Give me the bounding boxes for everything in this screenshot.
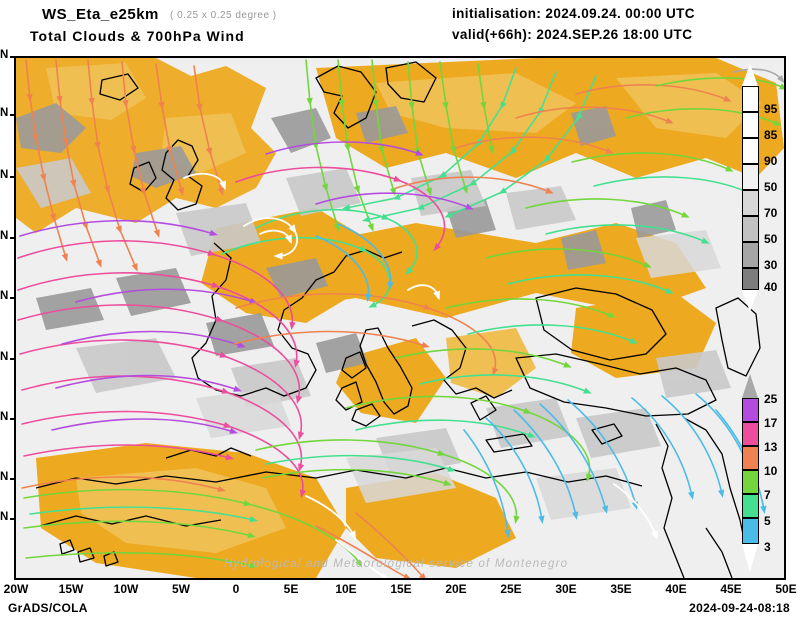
lon-tick-25e: 25E [500,582,522,596]
wind-label-6: 3 [764,540,771,554]
lon-tick-20w: 20W [3,582,29,596]
lon-tick-10w: 10W [113,582,139,596]
wind-label-0: 25 [764,392,778,406]
weather-map-svg [16,58,784,578]
lon-tick-15w: 15W [58,582,84,596]
lon-tick-15e: 15E [390,582,412,596]
lon-tick-10e: 10E [335,582,357,596]
cloud-label-1: 85 [764,128,778,142]
field-name: Total Clouds & 700hPa Wind [30,28,245,44]
cloud-seg-95 [742,86,759,112]
cloud-label-6: 30 [764,258,778,272]
lat-tickmark-3 [10,237,17,239]
lat-tick-3: N [0,230,9,242]
generation-timestamp: 2024-09-24-08:18 [689,601,790,615]
lat-tickmark-2 [10,176,17,178]
lat-tick-8: N [0,511,9,523]
lat-tick-4: N [0,290,9,302]
cloud-seg-60 [742,216,759,242]
cloud-label-7: 40 [764,280,778,294]
lat-tickmark-1 [10,114,17,116]
valid-time: valid(+66h): 2024.SEP.26 18:00 UTC [452,27,693,42]
lat-tickmark-6 [10,418,17,420]
lat-tick-0: N [0,49,9,61]
initialisation-time: initialisation: 2024.09.24. 00:00 UTC [452,6,695,21]
lon-tick-50e: 50E [775,582,797,596]
lat-tickmark-7 [10,478,17,480]
wind-label-5: 5 [764,514,771,528]
wind-seg-5 [742,518,759,544]
wind-seg-25 [742,398,759,422]
cloud-label-3: 50 [764,180,778,194]
cloud-label-5: 50 [764,232,778,246]
cloud-legend-top-arrow [742,64,758,86]
cloud-seg-85 [742,112,759,138]
lon-tick-40e: 40E [665,582,687,596]
lat-tick-1: N [0,107,9,119]
wind-legend-bar [742,374,759,574]
lon-tick-20e: 20E [445,582,467,596]
lon-tick-5e: 5E [283,582,299,596]
lat-tickmark-4 [10,297,17,299]
cloud-seg-50 [742,164,759,190]
wind-seg-13 [742,446,759,470]
lat-tick-2: N [0,169,9,181]
lat-tick-7: N [0,471,9,483]
model-name: WS_Eta_e25km [42,6,159,23]
lat-tickmark-5 [10,358,17,360]
lon-tick-35e: 35E [610,582,632,596]
cloud-seg-40 [742,268,759,290]
lat-tick-6: N [0,411,9,423]
cloud-legend-bar [742,64,759,312]
lat-tickmark-0 [10,56,17,58]
legend-wind-speed[interactable]: 25 17 13 10 7 5 3 [742,374,784,574]
wind-seg-10 [742,470,759,494]
grads-credit: GrADS/COLA [8,601,88,615]
lat-tickmark-8 [10,518,17,520]
wind-seg-17 [742,422,759,446]
model-resolution: ( 0.25 x 0.25 degree ) [170,10,277,21]
streamline-layer [17,59,784,578]
wind-legend-top-arrow [742,374,758,398]
lon-tick-45e: 45E [720,582,742,596]
legend-total-cloud-cover[interactable]: 95 85 90 50 70 50 30 40 [742,64,784,312]
wind-legend-bottom-arrow [742,544,758,572]
wind-label-4: 7 [764,488,771,502]
wind-seg-7 [742,494,759,518]
cloud-seg-30 [742,242,759,268]
cloud-label-0: 95 [764,102,778,116]
wind-label-2: 13 [764,440,778,454]
lon-tick-5w: 5W [172,582,190,596]
cloud-label-2: 90 [764,154,778,168]
wind-label-3: 10 [764,464,778,478]
lat-tick-5: N [0,351,9,363]
latitude-axis: N N N N N N N N N [0,49,17,580]
map-canvas [16,58,784,578]
cloud-seg-90 [742,138,759,164]
lon-tick-0: 0 [232,582,240,596]
cloud-legend-bottom-arrow [742,290,758,312]
map-header: WS_Eta_e25km ( 0.25 x 0.25 degree ) Tota… [0,0,800,52]
lon-tick-30e: 30E [555,582,577,596]
cloud-seg-70 [742,190,759,216]
longitude-axis: 20W 15W 10W 5W 0 5E 10E 15E 20E 25E 30E 35E 40E 45E 50… [0,582,800,600]
map-plot-area[interactable]: 95 85 90 50 70 50 30 40 25 17 13 10 7 5 … [14,56,786,580]
wind-label-1: 17 [764,416,778,430]
cloud-label-4: 70 [764,206,778,220]
